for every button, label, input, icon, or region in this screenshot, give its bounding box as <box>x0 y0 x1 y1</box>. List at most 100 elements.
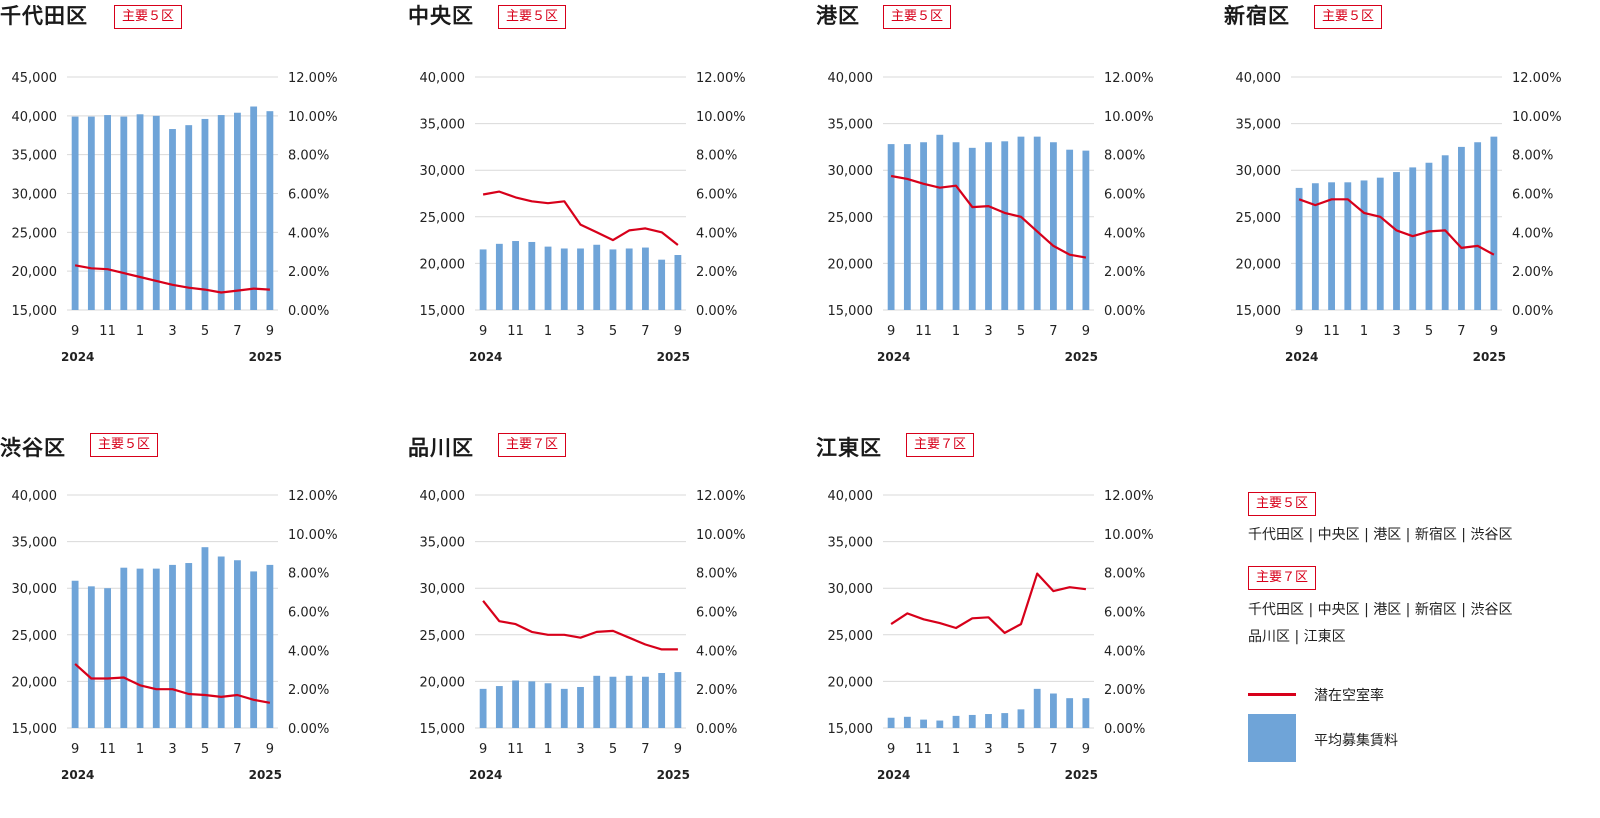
x-tick-label: 9 <box>266 742 274 757</box>
y-right-tick-label: 2.00% <box>288 683 329 698</box>
bar <box>1082 698 1090 728</box>
y-right-tick-label: 6.00% <box>288 188 329 203</box>
y-left-tick-label: 15,000 <box>12 304 58 319</box>
x-tick-label: 9 <box>266 324 274 339</box>
y-right-tick-label: 0.00% <box>288 722 329 737</box>
x-tick-label: 5 <box>1425 324 1433 339</box>
x-tick-label: 1 <box>136 742 144 757</box>
bar <box>234 112 241 310</box>
chart-panel-chiyoda: 千代田区 主要５区 15,000 20,000 25,000 30,000 35,000… <box>0 0 400 400</box>
year-end-label: 2025 <box>249 350 282 364</box>
x-tick-label: 5 <box>1017 742 1025 757</box>
year-end-label: 2025 <box>657 350 690 364</box>
y-right-tick-label: 0.00% <box>696 722 737 737</box>
x-tick-label: 3 <box>576 324 584 339</box>
x-tick-label: 9 <box>887 324 895 339</box>
bar <box>593 675 601 728</box>
y-right-tick-label: 8.00% <box>696 149 737 164</box>
year-start-label: 2024 <box>877 768 910 782</box>
bar <box>1033 688 1041 728</box>
ward-title: 品川区 <box>408 436 474 460</box>
y-left-tick-label: 25,000 <box>12 226 58 241</box>
chart-svg: 15,000 20,000 25,000 30,000 35,000 40,000 0.00… <box>12 489 338 782</box>
bar <box>152 115 160 310</box>
bar <box>1328 182 1335 310</box>
x-tick-label: 1 <box>952 742 960 757</box>
y-left-tick-label: 30,000 <box>828 164 874 179</box>
y-right-tick-label: 0.00% <box>696 304 737 319</box>
y-left-tick-label: 20,000 <box>828 257 874 272</box>
y-left-tick-label: 35,000 <box>12 536 58 551</box>
x-tick-label: 11 <box>99 742 116 757</box>
ward-title: 新宿区 <box>1224 4 1290 28</box>
legend-line-swatch <box>1248 693 1296 696</box>
x-tick-label: 1 <box>544 324 552 339</box>
chart-panel-shibuya: 渋谷区 主要５区 15,000 20,000 25,000 30,000 35,000 4… <box>0 418 400 818</box>
bar <box>1066 149 1074 310</box>
bar <box>1082 150 1090 310</box>
y-left-tick-label: 30,000 <box>1236 164 1282 179</box>
year-start-label: 2024 <box>61 768 94 782</box>
y-left-tick-label: 30,000 <box>12 188 58 203</box>
bar <box>512 680 519 728</box>
bar <box>985 142 992 310</box>
bar <box>1311 183 1319 310</box>
y-left-tick-label: 35,000 <box>828 536 874 551</box>
x-tick-label: 7 <box>641 742 649 757</box>
year-start-label: 2024 <box>1285 350 1318 364</box>
x-tick-label: 9 <box>1082 742 1090 757</box>
bar <box>120 567 128 728</box>
chart-panel-shinjuku: 新宿区 主要５区 15,000 20,000 25,000 30,000 35,000 4… <box>1224 0 1600 400</box>
bar <box>512 241 519 310</box>
bar <box>250 106 258 310</box>
bar <box>658 259 666 310</box>
y-right-tick-label: 12.00% <box>288 71 338 86</box>
bar <box>903 716 911 728</box>
ward-title: 江東区 <box>816 436 882 460</box>
bar <box>185 125 193 310</box>
y-right-tick-label: 10.00% <box>696 110 746 125</box>
y-right-tick-label: 2.00% <box>696 683 737 698</box>
y-right-tick-label: 0.00% <box>1104 722 1145 737</box>
legend-major-7-wards-line1: 千代田区 | 中央区 | 港区 | 新宿区 | 渋谷区 <box>1248 602 1513 618</box>
y-right-tick-label: 10.00% <box>1104 528 1154 543</box>
bar <box>495 686 503 728</box>
y-right-tick-label: 0.00% <box>1512 304 1553 319</box>
y-left-tick-label: 35,000 <box>420 118 466 133</box>
x-tick-label: 1 <box>544 742 552 757</box>
x-tick-label: 9 <box>479 324 487 339</box>
y-right-tick-label: 10.00% <box>696 528 746 543</box>
ward-title: 渋谷区 <box>0 436 66 460</box>
bar <box>250 571 258 728</box>
bar <box>136 114 144 310</box>
y-right-tick-label: 2.00% <box>1104 683 1145 698</box>
x-tick-label: 11 <box>507 742 524 757</box>
year-start-label: 2024 <box>877 350 910 364</box>
x-tick-label: 9 <box>674 324 682 339</box>
bar <box>674 672 682 728</box>
bar <box>609 249 617 310</box>
y-left-tick-label: 25,000 <box>420 211 466 226</box>
bar <box>1376 177 1384 310</box>
y-right-tick-label: 12.00% <box>1104 71 1154 86</box>
bar <box>1409 167 1417 310</box>
x-tick-label: 3 <box>168 324 176 339</box>
bar <box>1360 180 1368 310</box>
chart-svg: 15,000 20,000 25,000 30,000 35,000 40,000 0.00… <box>420 489 746 782</box>
x-tick-label: 1 <box>1360 324 1368 339</box>
badge-major-5: 主要５区 <box>1314 5 1383 29</box>
x-tick-label: 1 <box>136 324 144 339</box>
vacancy-rate-line <box>482 190 679 246</box>
y-left-tick-label: 20,000 <box>12 675 58 690</box>
bar <box>495 243 503 310</box>
bar <box>674 255 682 310</box>
x-tick-label: 7 <box>641 324 649 339</box>
x-tick-label: 9 <box>674 742 682 757</box>
bar <box>887 717 895 728</box>
year-end-label: 2025 <box>249 768 282 782</box>
bar <box>201 118 209 310</box>
y-right-tick-label: 6.00% <box>1104 606 1145 621</box>
bar <box>1344 182 1352 310</box>
bar <box>903 144 911 310</box>
vacancy-rate-line <box>74 663 271 704</box>
